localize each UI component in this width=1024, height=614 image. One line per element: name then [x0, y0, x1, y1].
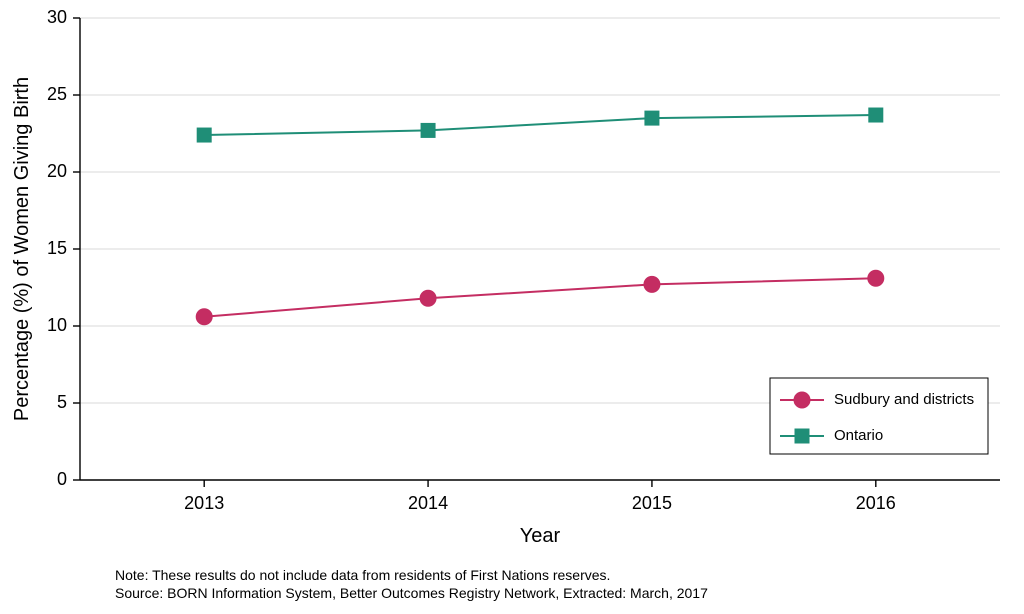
svg-text:0: 0 — [57, 469, 67, 489]
svg-text:5: 5 — [57, 392, 67, 412]
line-chart: 0 5 10 15 20 25 30 2013 2014 2015 2016 Year Percenta… — [0, 0, 1024, 614]
footnote-note: Note: These results do not include data … — [115, 567, 708, 585]
svg-text:15: 15 — [47, 238, 67, 258]
svg-text:30: 30 — [47, 7, 67, 27]
svg-text:2014: 2014 — [408, 493, 448, 513]
chart-container: 0 5 10 15 20 25 30 2013 2014 2015 2016 Year Percenta… — [0, 0, 1024, 614]
svg-text:Ontario: Ontario — [834, 427, 883, 444]
svg-text:Year: Year — [520, 525, 561, 547]
svg-text:Percentage (%) of Women Giving: Percentage (%) of Women Giving Birth — [11, 77, 33, 421]
chart-footnote: Note: These results do not include data … — [115, 567, 708, 602]
svg-text:2016: 2016 — [856, 493, 896, 513]
svg-text:Sudbury and districts: Sudbury and districts — [834, 391, 974, 408]
svg-text:10: 10 — [47, 315, 67, 335]
footnote-source: Source: BORN Information System, Better … — [115, 585, 708, 603]
svg-text:20: 20 — [47, 161, 67, 181]
svg-text:2013: 2013 — [184, 493, 224, 513]
svg-text:25: 25 — [47, 84, 67, 104]
svg-text:2015: 2015 — [632, 493, 672, 513]
